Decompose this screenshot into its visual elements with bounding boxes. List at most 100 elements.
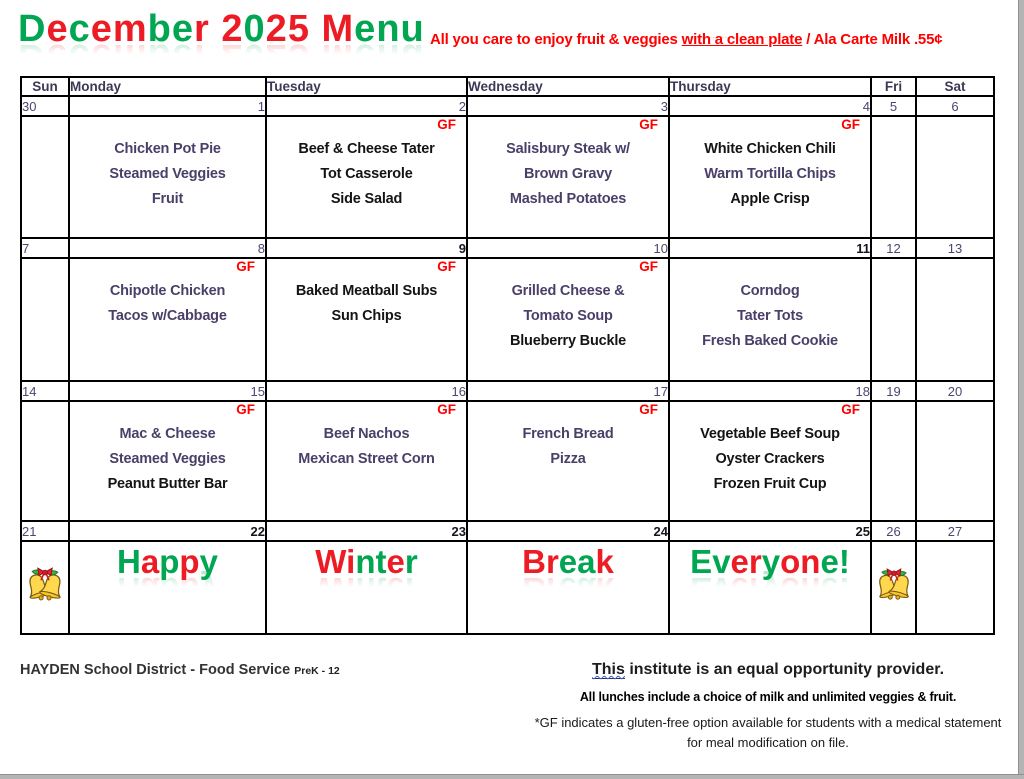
day-header-thursday: Thursday (668, 76, 872, 97)
date-cell: 30 (20, 95, 70, 117)
date-cell: 15 (68, 380, 267, 402)
calendar-table: Sun Monday Tuesday Wednesday Thursday Fr… (20, 76, 995, 635)
provider-rest: institute is an equal opportunity provid… (624, 661, 945, 678)
day-header-row: Sun Monday Tuesday Wednesday Thursday Fr… (20, 76, 995, 97)
date-row-week2: 7 8 9 10 11 12 13 (20, 237, 995, 259)
empty-cell (915, 115, 995, 239)
menu-line: Grilled Cheese & (511, 283, 625, 299)
date-cell: 1 (68, 95, 267, 117)
menu-cell-tuesday: GF Baked Meatball Subs Sun Chips (265, 257, 468, 382)
subtitle-pre: All you care to enjoy fruit & veggies (430, 31, 682, 48)
gf-badge: GF (639, 117, 658, 132)
date-cell: 19 (870, 380, 917, 402)
date-cell: 23 (265, 520, 468, 542)
day-header-sat: Sat (915, 76, 995, 97)
menu-line: Mac & Cheese (119, 426, 216, 442)
empty-cell (20, 257, 70, 382)
gf-note: *GF indicates a gluten-free option avail… (512, 713, 1024, 753)
menu-line: Salisbury Steak w/ (506, 141, 630, 157)
menu-items: French Bread Pizza (469, 422, 667, 472)
menu-items: Grilled Cheese & Tomato Soup Blueberry Buc… (469, 279, 667, 354)
date-cell: 22 (68, 520, 267, 542)
menu-cell-monday: GF Mac & Cheese Steamed Veggies Peanut Butt… (68, 400, 267, 522)
day-header-monday: Monday (68, 76, 267, 97)
date-cell: 18 (668, 380, 872, 402)
break-cell-thursday: Everyone! (668, 540, 872, 635)
spellcheck-word: This (591, 661, 625, 679)
menu-line: Steamed Veggies (109, 451, 226, 467)
menu-cell-thursday: GF Vegetable Beef Soup Oyster Crackers Froz… (668, 400, 872, 522)
menu-line: Brown Gravy (523, 166, 613, 182)
gf-badge (671, 260, 869, 279)
menu-line: Steamed Veggies (109, 166, 226, 182)
date-row-week3: 14 15 16 17 18 19 20 (20, 380, 995, 402)
subtitle-underlined: with a clean plate (681, 31, 803, 48)
empty-cell (915, 540, 995, 635)
menu-line: Mashed Potatoes (509, 191, 627, 207)
menu-line: French Bread (522, 426, 614, 442)
empty-cell (915, 400, 995, 522)
subtitle-post: / Ala Carte Milk .55¢ (802, 31, 943, 48)
menu-cell-monday: Chicken Pot Pie Steamed Veggies Fruit (68, 115, 267, 239)
menu-cell-tuesday: GF Beef Nachos Mexican Street Corn (265, 400, 468, 522)
menu-items: Beef & Cheese Tater Tot Casserole Side Sal… (268, 137, 465, 212)
date-cell: 12 (870, 237, 917, 259)
menu-cell-monday: GF Chipotle Chicken Tacos w/Cabbage (68, 257, 267, 382)
gf-note-line2: for meal modification on file. (687, 735, 849, 750)
break-cell-tuesday: Winter (265, 540, 468, 635)
menu-line: Warm Tortilla Chips (704, 166, 836, 182)
gf-badge: GF (236, 402, 255, 417)
menu-line: Baked Meatball Subs (295, 283, 438, 299)
provider-statement: This institute is an equal opportunity p… (512, 661, 1024, 679)
gf-badge: GF (639, 259, 658, 274)
empty-cell (20, 115, 70, 239)
menu-items: Corndog Tater Tots Fresh Baked Cookie (671, 279, 869, 354)
menu-row-week4: Happy Winter Break Everyone! (20, 540, 995, 635)
menu-cell-tuesday: GF Beef & Cheese Tater Tot Casserole Side S… (265, 115, 468, 239)
menu-line: Mexican Street Corn (298, 451, 435, 467)
gf-badge: GF (841, 402, 860, 417)
gf-badge: GF (437, 402, 456, 417)
gf-badge: GF (236, 259, 255, 274)
date-cell: 16 (265, 380, 468, 402)
date-cell: 20 (915, 380, 995, 402)
break-word: Happy (117, 543, 218, 580)
break-word: Everyone! (690, 543, 850, 580)
menu-line: Peanut Butter Bar (107, 476, 228, 492)
menu-cell-thursday: GF White Chicken Chili Warm Tortilla Chips… (668, 115, 872, 239)
menu-row-week3: GF Mac & Cheese Steamed Veggies Peanut Butt… (20, 400, 995, 522)
window-edge-bottom (0, 774, 1024, 779)
lunch-note: All lunches include a choice of milk and… (579, 690, 957, 704)
christmas-bells-icon (873, 568, 914, 603)
menu-line: Tot Casserole (320, 166, 413, 182)
menu-line: Beef Nachos (323, 426, 410, 442)
date-cell: 11 (668, 237, 872, 259)
empty-cell (915, 257, 995, 382)
menu-line: Fruit (151, 191, 184, 207)
break-word: Winter (315, 543, 418, 580)
menu-line: Tacos w/Cabbage (108, 308, 227, 324)
empty-cell (870, 115, 917, 239)
menu-items: Chipotle Chicken Tacos w/Cabbage (71, 279, 264, 329)
date-cell: 8 (68, 237, 267, 259)
day-header-wednesday: Wednesday (466, 76, 670, 97)
menu-line: Sun Chips (331, 308, 402, 324)
date-cell: 6 (915, 95, 995, 117)
gf-badge: GF (437, 117, 456, 132)
date-cell: 26 (870, 520, 917, 542)
gf-badge: GF (841, 117, 860, 132)
district-name: HAYDEN School District - Food Service (20, 662, 291, 678)
date-cell: 13 (915, 237, 995, 259)
menu-line: Blueberry Buckle (509, 333, 627, 349)
menu-items: Salisbury Steak w/Brown Gravy Mashed Pota… (469, 137, 667, 212)
menu-items: Chicken Pot Pie Steamed Veggies Fruit (71, 137, 264, 212)
menu-cell-wednesday: GF French Bread Pizza (466, 400, 670, 522)
page-title: December 2025 Menu (18, 8, 425, 50)
menu-items: Beef Nachos Mexican Street Corn (268, 422, 465, 472)
menu-cell-thursday: Corndog Tater Tots Fresh Baked Cookie (668, 257, 872, 382)
date-cell: 25 (668, 520, 872, 542)
gf-badge (71, 118, 264, 137)
date-cell: 21 (20, 520, 70, 542)
date-cell: 9 (265, 237, 468, 259)
break-cell-monday: Happy (68, 540, 267, 635)
